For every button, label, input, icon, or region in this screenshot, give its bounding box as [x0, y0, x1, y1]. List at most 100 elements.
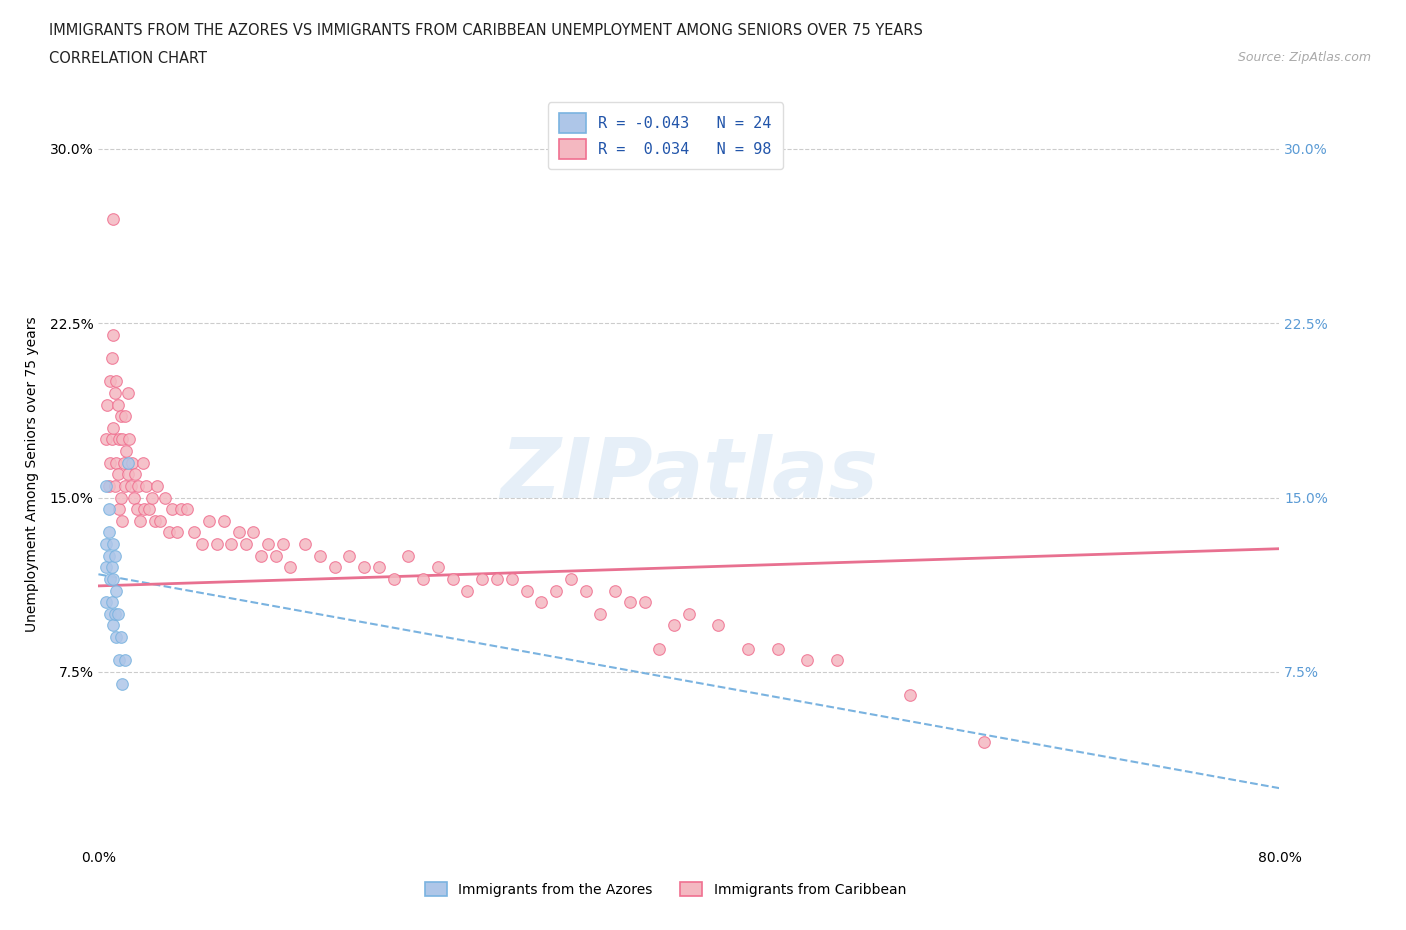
Point	[278, 560, 302, 575]
Point	[105, 630, 128, 644]
Point	[737, 642, 759, 657]
Point	[100, 432, 122, 447]
Point	[127, 479, 149, 494]
Point	[228, 525, 250, 540]
Point	[103, 420, 125, 435]
Point	[107, 606, 129, 621]
Point	[574, 583, 596, 598]
Point	[94, 432, 117, 447]
Point	[619, 595, 641, 610]
Point	[111, 513, 134, 528]
Point	[117, 386, 139, 401]
Point	[546, 583, 568, 598]
Point	[368, 560, 391, 575]
Point	[707, 618, 730, 633]
Point	[108, 502, 131, 517]
Point	[114, 409, 136, 424]
Point	[678, 606, 700, 621]
Point	[94, 560, 117, 575]
Point	[111, 432, 134, 447]
Point	[100, 351, 122, 365]
Point	[114, 653, 136, 668]
Point	[427, 560, 450, 575]
Point	[339, 549, 360, 564]
Point	[149, 513, 172, 528]
Point	[560, 571, 582, 587]
Point	[219, 537, 242, 551]
Point	[115, 444, 138, 458]
Point	[501, 571, 523, 587]
Point	[176, 502, 198, 517]
Point	[100, 595, 122, 610]
Point	[396, 549, 419, 564]
Y-axis label: Unemployment Among Seniors over 75 years: Unemployment Among Seniors over 75 years	[24, 316, 38, 632]
Point	[122, 490, 145, 505]
Point	[108, 653, 131, 668]
Point	[412, 571, 434, 587]
Point	[110, 409, 132, 424]
Point	[104, 479, 127, 494]
Point	[900, 688, 922, 703]
Point	[94, 479, 117, 494]
Point	[166, 525, 188, 540]
Point	[98, 606, 121, 621]
Point	[486, 571, 509, 587]
Point	[104, 386, 127, 401]
Point	[98, 456, 121, 471]
Point	[104, 606, 127, 621]
Text: CORRELATION CHART: CORRELATION CHART	[49, 51, 207, 66]
Point	[97, 525, 120, 540]
Point	[111, 676, 134, 691]
Point	[117, 467, 139, 482]
Point	[124, 467, 146, 482]
Point	[128, 513, 150, 528]
Point	[605, 583, 627, 598]
Point	[107, 397, 129, 412]
Point	[138, 502, 160, 517]
Point	[94, 537, 117, 551]
Point	[515, 583, 537, 598]
Point	[141, 490, 163, 505]
Point	[120, 479, 142, 494]
Point	[97, 502, 120, 517]
Point	[105, 374, 128, 389]
Point	[198, 513, 221, 528]
Point	[257, 537, 280, 551]
Point	[183, 525, 205, 540]
Point	[825, 653, 848, 668]
Point	[121, 456, 143, 471]
Point	[103, 537, 125, 551]
Point	[294, 537, 316, 551]
Legend: Immigrants from the Azores, Immigrants from Caribbean: Immigrants from the Azores, Immigrants f…	[419, 877, 911, 903]
Point	[97, 479, 120, 494]
Point	[117, 456, 139, 471]
Point	[264, 549, 287, 564]
Point	[110, 630, 132, 644]
Point	[108, 432, 131, 447]
Text: ZIPatlas: ZIPatlas	[501, 433, 877, 515]
Point	[242, 525, 264, 540]
Point	[382, 571, 405, 587]
Point	[456, 583, 478, 598]
Point	[212, 513, 235, 528]
Point	[191, 537, 214, 551]
Point	[112, 456, 135, 471]
Point	[103, 571, 125, 587]
Point	[125, 502, 148, 517]
Point	[105, 583, 128, 598]
Point	[309, 549, 332, 564]
Point	[96, 397, 118, 412]
Point	[973, 735, 995, 750]
Point	[589, 606, 612, 621]
Point	[132, 456, 155, 471]
Text: IMMIGRANTS FROM THE AZORES VS IMMIGRANTS FROM CARIBBEAN UNEMPLOYMENT AMONG SENIO: IMMIGRANTS FROM THE AZORES VS IMMIGRANTS…	[49, 23, 924, 38]
Point	[98, 571, 121, 587]
Point	[271, 537, 294, 551]
Point	[118, 432, 141, 447]
Point	[98, 374, 121, 389]
Point	[162, 502, 183, 517]
Point	[471, 571, 494, 587]
Point	[107, 467, 129, 482]
Point	[97, 549, 120, 564]
Point	[170, 502, 193, 517]
